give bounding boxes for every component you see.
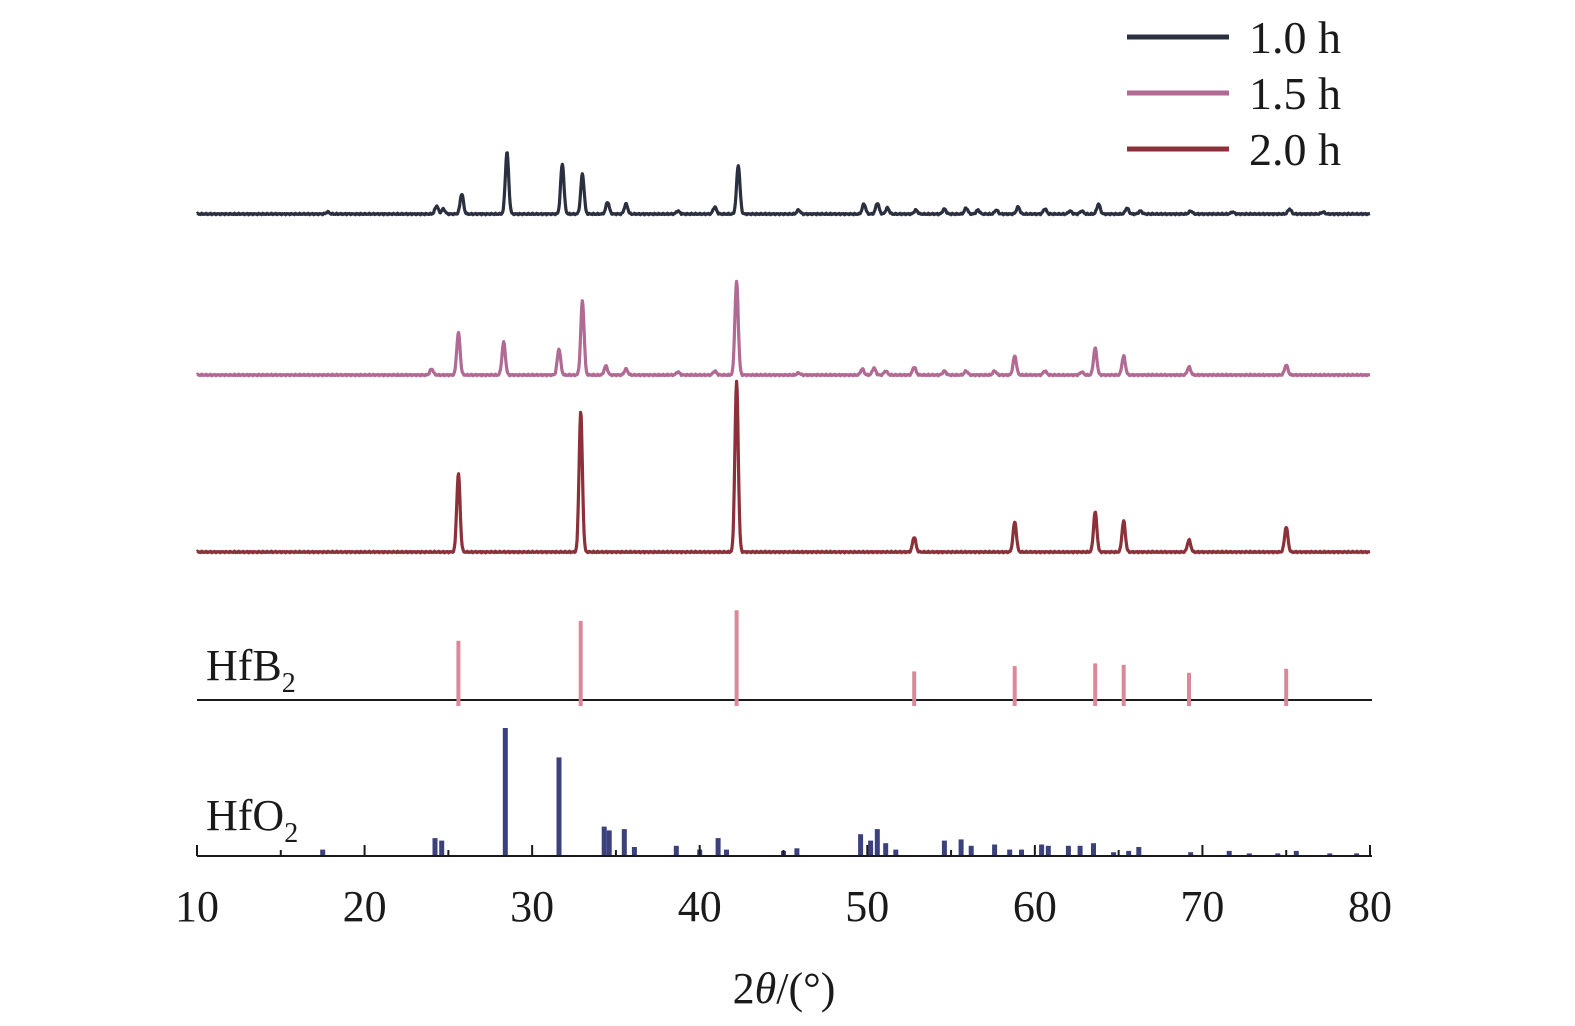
ref-line-hfo2 xyxy=(1188,852,1194,856)
x-tick-label: 30 xyxy=(510,882,554,931)
ref-line-hfb2 xyxy=(1187,672,1191,707)
ref-line-hfo2 xyxy=(874,829,880,856)
ref-line-hfo2 xyxy=(715,838,721,856)
ref-line-hfo2 xyxy=(1136,847,1142,856)
ref-line-hfb2 xyxy=(1284,668,1289,706)
x-tick-label: 80 xyxy=(1348,882,1392,931)
ref-line-hfo2 xyxy=(673,845,679,856)
legend: 1.0 h1.5 h2.0 h xyxy=(1127,12,1341,175)
ref-label-hfb2: HfB2 xyxy=(206,641,296,699)
ref-line-hfo2 xyxy=(1246,853,1252,856)
x-axis: 10 20 30 40 50 60 70 80 xyxy=(175,845,1392,931)
ref-line-hfo2 xyxy=(1065,845,1071,856)
ref-line-hfo2 xyxy=(601,826,607,856)
ref-line-hfo2 xyxy=(606,830,612,856)
ref-line-hfo2 xyxy=(631,847,637,856)
x-axis-title: 2θ/(°) xyxy=(733,964,836,1013)
ref-line-hfo2 xyxy=(1354,853,1360,856)
ref-line-hfo2 xyxy=(868,840,874,856)
ref-label-hfo2: HfO2 xyxy=(206,791,298,849)
legend-label: 2.0 h xyxy=(1249,124,1341,175)
ref-line-hfo2 xyxy=(893,849,899,856)
ref-line-hfb2 xyxy=(734,610,739,706)
x-tick-label: 50 xyxy=(845,882,889,931)
ref-line-hfb2 xyxy=(578,620,583,706)
ref-line-hfo2 xyxy=(439,840,445,856)
ref-line-hfo2 xyxy=(1111,852,1117,856)
ref-line-hfo2 xyxy=(1045,845,1051,856)
x-tick-label: 10 xyxy=(175,882,219,931)
ref-line-hfo2 xyxy=(883,843,889,856)
ref-line-hfo2 xyxy=(502,728,508,856)
ref-line-hfo2 xyxy=(1327,853,1333,856)
ref-line-hfo2 xyxy=(992,844,998,856)
reference-patterns xyxy=(197,610,1372,856)
ref-line-hfb2 xyxy=(456,640,461,706)
ref-line-hfb2 xyxy=(912,671,917,706)
diffraction-traces xyxy=(195,151,1371,555)
ref-line-hfo2 xyxy=(794,848,800,856)
ref-line-hfo2 xyxy=(858,834,864,856)
ref-line-hfo2 xyxy=(724,849,729,856)
trace-2-0-h xyxy=(195,379,1371,555)
legend-label: 1.5 h xyxy=(1249,68,1341,119)
ref-line-hfo2 xyxy=(1077,845,1083,856)
ref-line-hfb2 xyxy=(1121,664,1126,706)
ref-line-hfo2 xyxy=(968,845,974,856)
ref-line-hfo2 xyxy=(1126,850,1132,856)
ref-line-hfb2 xyxy=(1012,666,1017,706)
ref-line-hfb2 xyxy=(1093,663,1098,706)
ref-line-hfo2 xyxy=(621,829,627,856)
x-tick-label: 20 xyxy=(343,882,387,931)
ref-line-hfo2 xyxy=(958,839,964,856)
ref-line-hfo2 xyxy=(1275,853,1281,856)
trace-1-0-h xyxy=(195,151,1371,217)
ref-line-hfo2 xyxy=(1039,844,1045,856)
ref-line-hfo2 xyxy=(1293,850,1299,856)
ref-line-hfo2 xyxy=(1007,849,1013,856)
legend-label: 1.0 h xyxy=(1249,12,1341,63)
ref-line-hfo2 xyxy=(941,840,947,856)
ref-line-hfo2 xyxy=(320,849,326,856)
x-tick-label: 60 xyxy=(1013,882,1057,931)
ref-line-hfo2 xyxy=(432,838,438,856)
trace-1-5-h xyxy=(195,279,1371,378)
ref-line-hfo2 xyxy=(1226,850,1232,856)
ref-line-hfo2 xyxy=(556,757,562,856)
ref-line-hfo2 xyxy=(1091,843,1096,856)
x-tick-label: 70 xyxy=(1180,882,1224,931)
ref-line-hfo2 xyxy=(1019,849,1024,856)
x-tick-label: 40 xyxy=(678,882,722,931)
